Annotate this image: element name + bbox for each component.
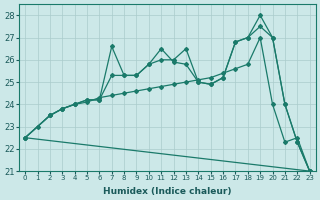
X-axis label: Humidex (Indice chaleur): Humidex (Indice chaleur) (103, 187, 232, 196)
